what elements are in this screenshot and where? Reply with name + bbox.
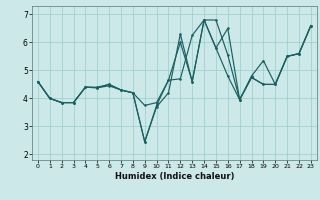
X-axis label: Humidex (Indice chaleur): Humidex (Indice chaleur) <box>115 172 234 181</box>
